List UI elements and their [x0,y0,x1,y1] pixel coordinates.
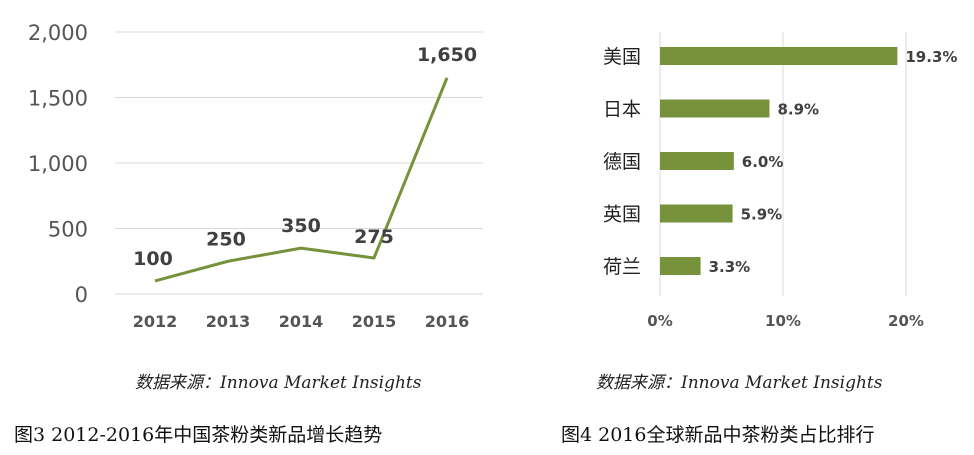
data-label: 1,650 [417,44,477,66]
data-labels: 19.3% 8.9% 6.0% 5.9% 3.3% [709,48,958,276]
y-tick-labels: 0 500 1,000 1,500 2,000 [28,21,88,307]
x-tick-label: 2016 [425,312,470,331]
figure-caption-3: 图3 2012-2016年中国茶粉类新品增长趋势 [14,424,383,446]
x-tick-label: 2012 [133,312,178,331]
y-tick-label: 1,000 [28,152,88,176]
category-label: 英国 [603,204,641,226]
category-label: 美国 [603,46,641,68]
source-note-left: 数据来源：Innova Market Insights [135,373,422,393]
x-tick-label: 0% [647,312,672,330]
category-label: 德国 [603,151,641,173]
y-tick-label: 500 [48,218,88,242]
x-tick-label: 2015 [352,312,397,331]
data-label: 8.9% [777,101,819,119]
x-tick-label: 2014 [279,312,324,331]
y-tick-label: 1,500 [28,87,88,111]
x-tick-label: 2013 [206,312,251,331]
data-label: 6.0% [742,153,784,171]
y-tick-label: 2,000 [28,21,88,45]
data-label: 5.9% [741,206,783,224]
data-label: 3.3% [709,258,751,276]
y-tick-label: 0 [75,283,88,307]
data-label: 250 [206,228,246,250]
series-line [154,77,449,283]
bar [660,204,733,223]
data-label: 275 [354,226,394,248]
category-label: 日本 [603,99,641,121]
data-labels: 100 250 350 275 1,650 [133,44,477,270]
source-note-right: 数据来源：Innova Market Insights [596,373,883,393]
category-label: 荷兰 [603,256,641,278]
x-tick-label: 20% [888,312,924,330]
bars [660,47,898,275]
figure-caption-4: 图4 2016全球新品中茶粉类占比排行 [561,424,875,446]
x-tick-labels: 0% 10% 20% [647,312,924,330]
bar [660,99,770,118]
data-label: 350 [281,215,321,237]
bar [660,257,701,275]
y-gridlines [115,31,483,295]
x-tick-labels: 2012 2013 2014 2015 2016 [133,312,470,331]
x-tick-label: 10% [765,312,801,330]
bar [660,47,898,65]
data-label: 100 [133,248,173,270]
bar [660,152,734,170]
line-chart: 0 500 1,000 1,500 2,000 2012 2013 2014 2015 2016… [28,21,483,331]
data-label: 19.3% [905,48,957,66]
